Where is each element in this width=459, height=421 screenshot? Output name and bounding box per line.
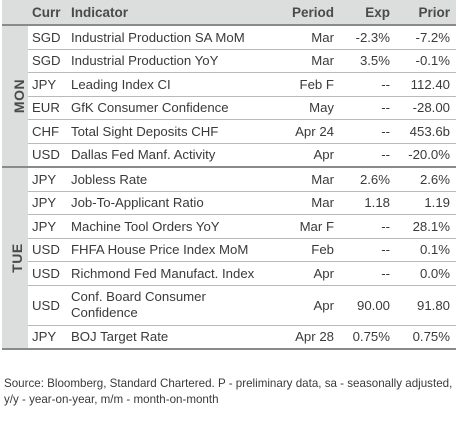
prior-cell: 2.6% (396, 167, 456, 192)
period-cell: May (272, 96, 340, 120)
currency-cell: JPY (28, 167, 68, 192)
table-row: MON SGD Industrial Production SA MoM Mar -2.… (2, 25, 456, 168)
period-cell: Mar (272, 191, 340, 215)
header-curr: Curr (28, 0, 68, 26)
period-cell: Apr 24 (272, 119, 340, 144)
indicator-cell: Total Sight Deposits CHF (68, 119, 272, 144)
expected-cell: 2.6% (340, 167, 396, 192)
currency-cell: EUR (28, 96, 68, 120)
expected-cell: -- (340, 119, 396, 144)
table-row: JPY Job-To-Applicant Ratio Mar 1.18 1.19 (2, 191, 456, 215)
currency-cell: JPY (28, 214, 68, 239)
prior-cell: -20.0% (396, 143, 456, 168)
currency-cell: USD (28, 143, 68, 168)
indicator-cell: Industrial Production YoY (68, 49, 272, 73)
indicator-cell: GfK Consumer Confidence (68, 96, 272, 120)
expected-cell: -- (340, 96, 396, 120)
indicator-cell: Conf. Board Consumer Confidence (68, 285, 272, 326)
indicator-cell: Job-To-Applicant Ratio (68, 191, 272, 215)
expected-cell: -2.3% (340, 25, 396, 50)
table-header-row: Curr Indicator Period Exp Prior (2, 0, 456, 26)
table-row: SGD Industrial Production YoY Mar 3.5% -0.1% (2, 49, 456, 73)
day-label: MON (11, 78, 28, 114)
source-footnote: Source: Bloomberg, Standard Chartered. P… (4, 377, 453, 406)
table-row: EUR GfK Consumer Confidence May -- -28.00 (2, 96, 456, 120)
header-day (2, 0, 28, 26)
currency-cell: SGD (28, 49, 68, 73)
prior-cell: 453.6b (396, 119, 456, 144)
expected-cell: -- (340, 238, 396, 262)
indicator-cell: FHFA House Price Index MoM (68, 238, 272, 262)
currency-cell: JPY (28, 325, 68, 350)
currency-cell: CHF (28, 119, 68, 144)
table-row: JPY Leading Index CI Feb F -- 112.40 (2, 72, 456, 97)
indicator-cell: Industrial Production SA MoM (68, 25, 272, 50)
prior-cell: 0.1% (396, 238, 456, 262)
period-cell: Mar (272, 25, 340, 50)
expected-cell: -- (340, 143, 396, 168)
expected-cell: -- (340, 261, 396, 286)
header-period: Period (272, 0, 340, 26)
expected-cell: -- (340, 72, 396, 97)
period-cell: Mar (272, 49, 340, 73)
period-cell: Feb (272, 238, 340, 262)
prior-cell: 91.80 (396, 285, 456, 326)
expected-cell: 3.5% (340, 49, 396, 73)
period-cell: Apr 28 (272, 325, 340, 350)
economic-calendar-table: Curr Indicator Period Exp Prior MON SGD In… (2, 0, 456, 350)
prior-cell: 1.19 (396, 191, 456, 215)
header-indicator: Indicator (68, 0, 272, 26)
currency-cell: USD (28, 261, 68, 286)
currency-cell: JPY (28, 72, 68, 97)
indicator-cell: Jobless Rate (68, 167, 272, 192)
prior-cell: -28.00 (396, 96, 456, 120)
period-cell: Mar (272, 167, 340, 192)
prior-cell: 0.75% (396, 325, 456, 350)
indicator-cell: Machine Tool Orders YoY (68, 214, 272, 239)
day-label-cell: TUE (2, 167, 28, 350)
indicator-cell: BOJ Target Rate (68, 325, 272, 350)
header-prior: Prior (396, 0, 456, 26)
table-row: USD Dallas Fed Manf. Activity Apr -- -20.0% (2, 143, 456, 168)
currency-cell: USD (28, 285, 68, 326)
expected-cell: 0.75% (340, 325, 396, 350)
day-label-cell: MON (2, 25, 28, 168)
expected-cell: 90.00 (340, 285, 396, 326)
indicator-cell: Leading Index CI (68, 72, 272, 97)
table-body: MON SGD Industrial Production SA MoM Mar -2.… (2, 25, 456, 350)
period-cell: Apr (272, 261, 340, 286)
period-cell: Mar F (272, 214, 340, 239)
prior-cell: 112.40 (396, 72, 456, 97)
currency-cell: USD (28, 238, 68, 262)
currency-cell: JPY (28, 191, 68, 215)
prior-cell: 0.0% (396, 261, 456, 286)
period-cell: Apr (272, 143, 340, 168)
indicator-cell: Richmond Fed Manufact. Index (68, 261, 272, 286)
table-row: USD Conf. Board Consumer Confidence Apr 90.… (2, 285, 456, 326)
currency-cell: SGD (28, 25, 68, 50)
prior-cell: 28.1% (396, 214, 456, 239)
prior-cell: -7.2% (396, 25, 456, 50)
indicator-cell: Dallas Fed Manf. Activity (68, 143, 272, 168)
day-label: TUE (8, 243, 25, 273)
period-cell: Apr (272, 285, 340, 326)
table-row: JPY Machine Tool Orders YoY Mar F -- 28.1% (2, 214, 456, 239)
table-row: USD FHFA House Price Index MoM Feb -- 0.1% (2, 238, 456, 262)
table-row: CHF Total Sight Deposits CHF Apr 24 -- 453.6… (2, 119, 456, 144)
header-exp: Exp (340, 0, 396, 26)
table-row: USD Richmond Fed Manufact. Index Apr -- 0.0% (2, 261, 456, 286)
table-row: JPY BOJ Target Rate Apr 28 0.75% 0.75% (2, 325, 456, 350)
table-row: TUE JPY Jobless Rate Mar 2.6% 2.6% (2, 167, 456, 350)
expected-cell: -- (340, 214, 396, 239)
prior-cell: -0.1% (396, 49, 456, 73)
expected-cell: 1.18 (340, 191, 396, 215)
period-cell: Feb F (272, 72, 340, 97)
